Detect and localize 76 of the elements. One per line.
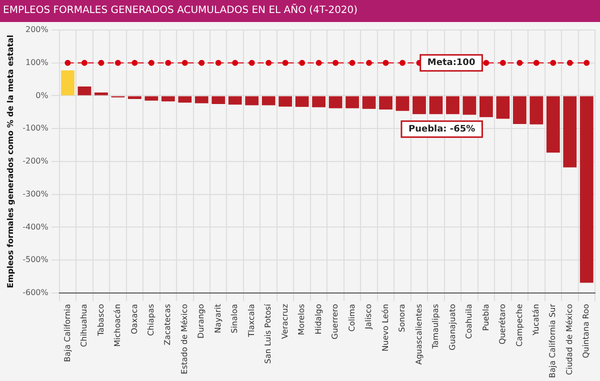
y-tick-label: -500% — [22, 255, 49, 264]
y-tick-label: -300% — [22, 189, 49, 198]
bar — [362, 96, 376, 109]
x-tick-label: Chihuahua — [80, 304, 89, 347]
x-tick-label: Quintana Roo — [582, 304, 591, 358]
x-tick-label: Jalisco — [364, 304, 374, 330]
bar — [546, 96, 560, 153]
bar — [396, 96, 410, 111]
x-tick-label: Chiapas — [146, 304, 156, 336]
annotation: Puebla: -65% — [408, 124, 476, 134]
x-tick-label: Zacatecas — [163, 304, 172, 346]
x-tick-label: Baja California Sur — [548, 303, 558, 378]
x-tick-label: Yucatán — [531, 304, 540, 336]
bar — [278, 96, 292, 107]
bar — [194, 96, 208, 104]
x-tick-label: Guanajuato — [448, 304, 457, 350]
x-tick-label: Michoacán — [113, 304, 122, 347]
x-tick-label: Ciudad de México — [564, 304, 574, 375]
bar — [462, 96, 476, 115]
x-tick-label: Baja California — [62, 304, 72, 362]
bar — [346, 96, 359, 108]
bar — [245, 96, 259, 106]
x-tick-label: Sinaloa — [230, 304, 240, 334]
x-tick-label: Aguascalientes — [414, 304, 424, 365]
bar — [295, 96, 309, 107]
x-tick-label: Veracruz — [280, 304, 290, 339]
y-tick-label: 0% — [36, 90, 49, 100]
bar — [144, 96, 158, 101]
y-tick-label: 100% — [25, 58, 49, 67]
bar — [496, 96, 510, 119]
y-tick-label: -100% — [22, 124, 49, 133]
x-tick-label: Campeche — [514, 304, 524, 347]
bar — [328, 96, 342, 108]
bar — [530, 96, 544, 124]
y-tick-label: 200% — [25, 25, 49, 34]
x-tick-label: Guerrero — [330, 304, 340, 340]
x-tick-label: Coahuila — [464, 304, 474, 339]
chart-title: EMPLEOS FORMALES GENERADOS ACUMULADOS EN EL AÑO (4T-2020) — [0, 0, 600, 22]
bar — [563, 96, 577, 168]
bar — [212, 96, 226, 104]
bar — [412, 96, 426, 114]
x-tick-label: Querétaro — [498, 304, 508, 344]
x-tick-label: Nuevo León — [380, 304, 390, 352]
x-tick-label: Durango — [196, 304, 206, 338]
y-tick-label: -400% — [22, 222, 49, 232]
bar — [480, 96, 493, 118]
x-tick-label: Nayarit — [213, 304, 222, 334]
bar — [178, 96, 192, 103]
bar — [312, 96, 326, 108]
x-tick-label: Estado de México — [180, 304, 189, 374]
x-tick-label: Oaxaca — [130, 304, 139, 334]
bar — [78, 86, 92, 96]
x-tick-label: Sonora — [398, 304, 407, 332]
bar — [94, 92, 108, 96]
bar — [446, 96, 460, 114]
bar — [379, 96, 392, 110]
bar — [262, 96, 276, 106]
x-tick-label: San Luis Potosí — [264, 303, 273, 364]
y-tick-label: -200% — [22, 156, 49, 166]
x-tick-label: Colima — [347, 304, 356, 332]
bar — [580, 96, 594, 283]
x-tick-label: Puebla — [481, 304, 490, 331]
x-tick-label: Tamaulipas — [431, 304, 440, 350]
x-tick-label: Hidalgo — [314, 304, 323, 334]
x-tick-label: Tlaxcala — [246, 304, 256, 338]
annotation: Meta:100 — [427, 58, 476, 68]
bar — [512, 96, 526, 124]
x-tick-label: Tabasco — [96, 304, 106, 337]
bar — [128, 96, 142, 100]
bar — [228, 96, 242, 105]
y-axis-title: Empleos formales generados como % de la meta estatal — [6, 34, 15, 288]
bar — [161, 96, 175, 102]
x-tick-label: Morelos — [297, 304, 306, 336]
bar — [429, 96, 443, 114]
bar — [61, 70, 74, 96]
y-tick-label: -600% — [22, 288, 49, 298]
